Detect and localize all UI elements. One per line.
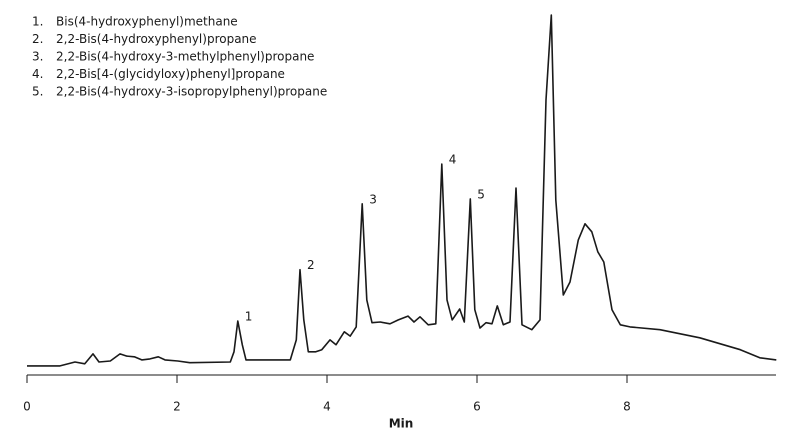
legend: 1. Bis(4-hydroxyphenyl)methane 2. 2,2-Bis(4… <box>32 15 327 99</box>
x-tick-label: 0 <box>23 400 31 414</box>
peak-label: 4 <box>449 153 457 167</box>
chromatogram-trace <box>27 14 777 367</box>
legend-number: 2. <box>32 32 43 46</box>
x-tick-label: 2 <box>173 400 181 414</box>
legend-name: 2,2-Bis(4-hydroxyphenyl)propane <box>56 32 257 46</box>
x-axis-label: Min <box>389 417 414 431</box>
peak-label: 1 <box>245 309 253 323</box>
x-tick-label: 8 <box>623 400 631 414</box>
peak-label: 5 <box>477 187 485 201</box>
legend-name: 2,2-Bis(4-hydroxy-3-isopropylphenyl)prop… <box>56 85 327 99</box>
legend-number: 4. <box>32 67 43 81</box>
x-tick-label: 4 <box>323 400 331 414</box>
legend-number: 5. <box>32 85 43 99</box>
peak-label: 2 <box>307 258 315 272</box>
x-tick-label: 6 <box>473 400 481 414</box>
peak-label: 3 <box>369 192 377 206</box>
legend-name: 2,2-Bis[4-(glycidyloxy)phenyl]propane <box>56 67 285 81</box>
legend-number: 3. <box>32 50 43 64</box>
legend-name: 2,2-Bis(4-hydroxy-3-methylphenyl)propane <box>56 50 314 64</box>
legend-name: Bis(4-hydroxyphenyl)methane <box>56 15 238 29</box>
legend-number: 1. <box>32 15 43 29</box>
